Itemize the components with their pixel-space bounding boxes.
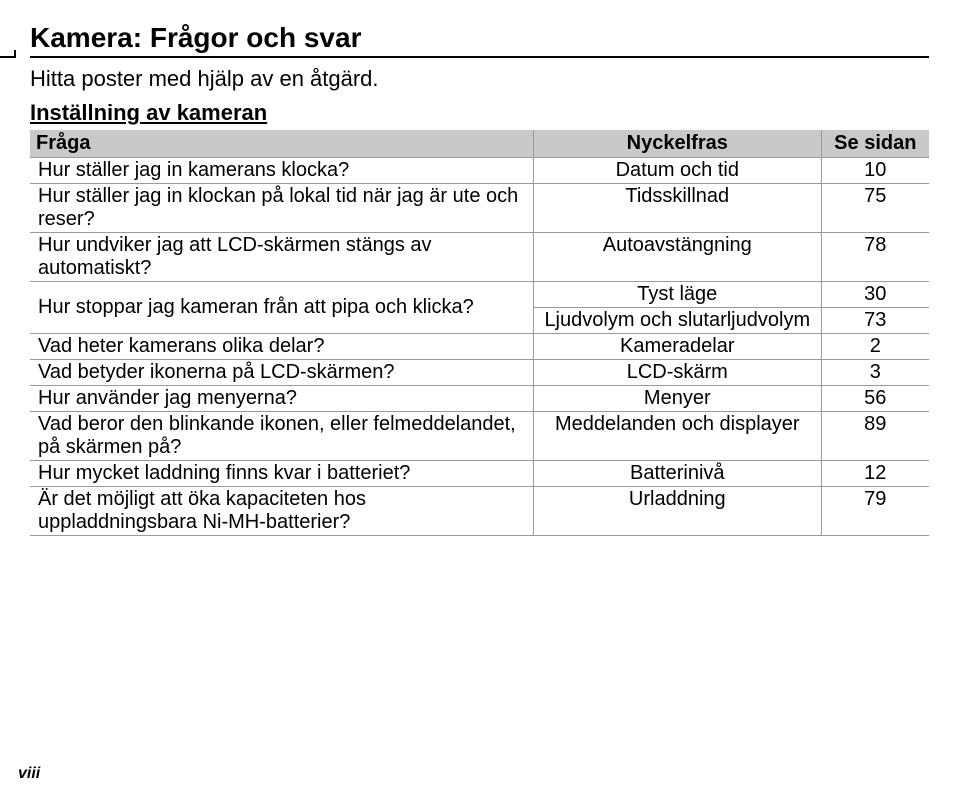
cell-question: Hur undviker jag att LCD-skärmen stängs … xyxy=(30,233,533,282)
cell-keyword: Tidsskillnad xyxy=(533,184,821,233)
cell-question: Hur använder jag menyerna? xyxy=(30,386,533,412)
col-header-question: Fråga xyxy=(30,130,533,158)
cell-keyword: Autoavstängning xyxy=(533,233,821,282)
table-row: Vad betyder ikonerna på LCD-skärmen?LCD-… xyxy=(30,360,929,386)
cell-page: 10 xyxy=(821,158,929,184)
cell-page: 56 xyxy=(821,386,929,412)
cell-keyword: Meddelanden och displayer xyxy=(533,412,821,461)
cell-question: Hur stoppar jag kameran från att pipa oc… xyxy=(30,282,533,334)
cell-question: Vad beror den blinkande ikonen, eller fe… xyxy=(30,412,533,461)
page-number: viii xyxy=(18,765,40,783)
cell-keyword: LCD-skärm xyxy=(533,360,821,386)
cell-question: Vad heter kamerans olika delar? xyxy=(30,334,533,360)
page-subtitle: Hitta poster med hjälp av en åtgärd. xyxy=(30,66,929,92)
table-row: Hur mycket laddning finns kvar i batteri… xyxy=(30,461,929,487)
cell-page: 79 xyxy=(821,487,929,536)
table-row: Vad heter kamerans olika delar?Kameradel… xyxy=(30,334,929,360)
table-row: Hur undviker jag att LCD-skärmen stängs … xyxy=(30,233,929,282)
cell-question: Är det möjligt att öka kapaciteten hos u… xyxy=(30,487,533,536)
cell-keyword: Ljudvolym och slutarljudvolym xyxy=(533,308,821,334)
cell-keyword: Kameradelar xyxy=(533,334,821,360)
cell-keyword: Menyer xyxy=(533,386,821,412)
cell-page: 78 xyxy=(821,233,929,282)
cell-page: 30 xyxy=(821,282,929,308)
col-header-keyword: Nyckelfras xyxy=(533,130,821,158)
cell-keyword: Tyst läge xyxy=(533,282,821,308)
cell-keyword: Urladdning xyxy=(533,487,821,536)
faq-table: Fråga Nyckelfras Se sidan Hur ställer ja… xyxy=(30,130,929,536)
col-header-page: Se sidan xyxy=(821,130,929,158)
cell-page: 2 xyxy=(821,334,929,360)
cell-question: Hur ställer jag in kamerans klocka? xyxy=(30,158,533,184)
cell-page: 73 xyxy=(821,308,929,334)
table-row: Hur använder jag menyerna?Menyer56 xyxy=(30,386,929,412)
table-row: Är det möjligt att öka kapaciteten hos u… xyxy=(30,487,929,536)
page-title: Kamera: Frågor och svar xyxy=(30,22,929,58)
cell-keyword: Datum och tid xyxy=(533,158,821,184)
cell-page: 12 xyxy=(821,461,929,487)
table-row: Hur ställer jag in klockan på lokal tid … xyxy=(30,184,929,233)
cell-page: 89 xyxy=(821,412,929,461)
table-row: Vad beror den blinkande ikonen, eller fe… xyxy=(30,412,929,461)
cell-question: Vad betyder ikonerna på LCD-skärmen? xyxy=(30,360,533,386)
cell-keyword: Batterinivå xyxy=(533,461,821,487)
table-row: Hur stoppar jag kameran från att pipa oc… xyxy=(30,282,929,308)
section-heading: Inställning av kameran xyxy=(30,100,929,126)
cell-question: Hur ställer jag in klockan på lokal tid … xyxy=(30,184,533,233)
table-row: Hur ställer jag in kamerans klocka?Datum… xyxy=(30,158,929,184)
cell-page: 3 xyxy=(821,360,929,386)
cell-page: 75 xyxy=(821,184,929,233)
cell-question: Hur mycket laddning finns kvar i batteri… xyxy=(30,461,533,487)
